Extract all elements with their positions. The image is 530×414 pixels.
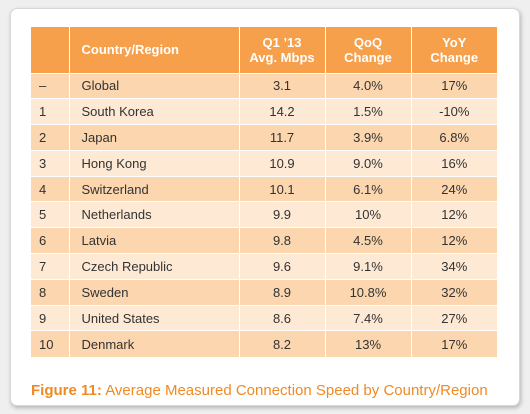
header-yoy-line2: Change bbox=[430, 49, 479, 65]
qoq-change-cell: 4.5% bbox=[325, 227, 412, 254]
table-row: 9 United States 8.6 7.4% 27% bbox=[31, 304, 497, 331]
table-row: 3 Hong Kong 10.9 9.0% 16% bbox=[31, 149, 497, 177]
rank-cell: – bbox=[31, 72, 70, 99]
avg-mbps-cell: 10.9 bbox=[239, 149, 326, 177]
rank-cell: 8 bbox=[31, 278, 70, 306]
header-avg-line1: Q1 ’13 bbox=[262, 34, 302, 50]
header-qoq-line1: QoQ bbox=[353, 34, 383, 50]
qoq-change-cell: 1.5% bbox=[325, 98, 412, 125]
table-row: 8 Sweden 8.9 10.8% 32% bbox=[31, 278, 497, 306]
yoy-change-cell: 12% bbox=[411, 227, 497, 254]
rank-cell: 4 bbox=[31, 175, 70, 202]
header-qoq-change: QoQ Change bbox=[325, 27, 412, 73]
rank-cell: 9 bbox=[31, 304, 70, 331]
table-row: 6 Latvia 9.8 4.5% 12% bbox=[31, 227, 497, 254]
rank-cell: 3 bbox=[31, 149, 70, 177]
table-row: 10 Denmark 8.2 13% 17% bbox=[31, 330, 497, 357]
yoy-change-cell: 6.8% bbox=[411, 124, 497, 151]
yoy-change-cell: 32% bbox=[411, 278, 497, 306]
country-cell: Hong Kong bbox=[69, 149, 240, 177]
header-avg-mbps: Q1 ’13 Avg. Mbps bbox=[239, 27, 326, 73]
yoy-change-cell: 34% bbox=[411, 253, 497, 280]
yoy-change-cell: 16% bbox=[411, 149, 497, 177]
country-cell: Global bbox=[69, 72, 240, 99]
qoq-change-cell: 9.0% bbox=[325, 149, 412, 177]
country-cell: South Korea bbox=[69, 98, 240, 125]
header-avg-line2: Avg. Mbps bbox=[249, 49, 315, 65]
header-qoq-line2: Change bbox=[344, 49, 392, 65]
rank-cell: 5 bbox=[31, 201, 70, 228]
table-row: 5 Netherlands 9.9 10% 12% bbox=[31, 201, 497, 228]
country-cell: United States bbox=[69, 304, 240, 331]
avg-mbps-cell: 8.9 bbox=[239, 278, 326, 306]
rank-cell: 10 bbox=[31, 330, 70, 357]
avg-mbps-cell: 14.2 bbox=[239, 98, 326, 125]
avg-mbps-cell: 8.6 bbox=[239, 304, 326, 331]
yoy-change-cell: 27% bbox=[411, 304, 497, 331]
header-rank bbox=[31, 27, 70, 73]
connection-speed-table: Country/Region Q1 ’13 Avg. Mbps QoQ Chan… bbox=[31, 27, 497, 357]
qoq-change-cell: 4.0% bbox=[325, 72, 412, 99]
avg-mbps-cell: 9.6 bbox=[239, 253, 326, 280]
rank-cell: 1 bbox=[31, 98, 70, 125]
rank-cell: 2 bbox=[31, 124, 70, 151]
country-cell: Denmark bbox=[69, 330, 240, 357]
qoq-change-cell: 7.4% bbox=[325, 304, 412, 331]
qoq-change-cell: 10.8% bbox=[325, 278, 412, 306]
avg-mbps-cell: 9.9 bbox=[239, 201, 326, 228]
qoq-change-cell: 3.9% bbox=[325, 124, 412, 151]
qoq-change-cell: 6.1% bbox=[325, 175, 412, 202]
table-header-row: Country/Region Q1 ’13 Avg. Mbps QoQ Chan… bbox=[31, 27, 497, 73]
yoy-change-cell: 24% bbox=[411, 175, 497, 202]
table-row: 2 Japan 11.7 3.9% 6.8% bbox=[31, 124, 497, 151]
figure-card: Country/Region Q1 ’13 Avg. Mbps QoQ Chan… bbox=[10, 8, 520, 406]
figure-caption-text: Average Measured Connection Speed by Cou… bbox=[105, 382, 488, 399]
yoy-change-cell: 17% bbox=[411, 72, 497, 99]
yoy-change-cell: 17% bbox=[411, 330, 497, 357]
yoy-change-cell: -10% bbox=[411, 98, 497, 125]
table-row: 1 South Korea 14.2 1.5% -10% bbox=[31, 98, 497, 125]
avg-mbps-cell: 3.1 bbox=[239, 72, 326, 99]
yoy-change-cell: 12% bbox=[411, 201, 497, 228]
figure-caption-label: Figure 11: bbox=[31, 382, 102, 399]
qoq-change-cell: 9.1% bbox=[325, 253, 412, 280]
header-country: Country/Region bbox=[69, 27, 240, 73]
figure-caption: Figure 11: Average Measured Connection S… bbox=[31, 382, 488, 399]
country-cell: Czech Republic bbox=[69, 253, 240, 280]
table-row: 7 Czech Republic 9.6 9.1% 34% bbox=[31, 253, 497, 280]
country-cell: Switzerland bbox=[69, 175, 240, 202]
rank-cell: 6 bbox=[31, 227, 70, 254]
rank-cell: 7 bbox=[31, 253, 70, 280]
qoq-change-cell: 13% bbox=[325, 330, 412, 357]
country-cell: Latvia bbox=[69, 227, 240, 254]
avg-mbps-cell: 10.1 bbox=[239, 175, 326, 202]
country-cell: Sweden bbox=[69, 278, 240, 306]
country-cell: Netherlands bbox=[69, 201, 240, 228]
header-yoy-line1: YoY bbox=[442, 34, 467, 50]
avg-mbps-cell: 11.7 bbox=[239, 124, 326, 151]
table-row: – Global 3.1 4.0% 17% bbox=[31, 72, 497, 99]
header-yoy-change: YoY Change bbox=[411, 27, 497, 73]
qoq-change-cell: 10% bbox=[325, 201, 412, 228]
avg-mbps-cell: 9.8 bbox=[239, 227, 326, 254]
country-cell: Japan bbox=[69, 124, 240, 151]
avg-mbps-cell: 8.2 bbox=[239, 330, 326, 357]
table-row: 4 Switzerland 10.1 6.1% 24% bbox=[31, 175, 497, 202]
